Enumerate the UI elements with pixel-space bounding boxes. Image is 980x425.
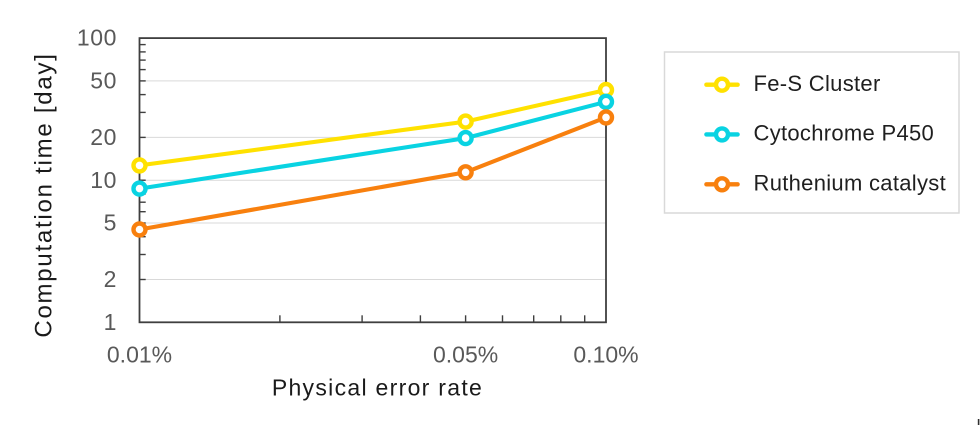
svg-text:10: 10	[90, 167, 117, 193]
svg-text:50: 50	[90, 68, 117, 94]
svg-text:5: 5	[104, 210, 117, 236]
svg-text:100: 100	[77, 25, 117, 51]
svg-text:0.01%: 0.01%	[107, 342, 172, 368]
svg-text:20: 20	[90, 124, 117, 150]
svg-text:Ruthenium catalyst: Ruthenium catalyst	[754, 171, 947, 196]
svg-text:0.10%: 0.10%	[573, 342, 638, 368]
svg-text:1: 1	[104, 309, 117, 335]
svg-text:Computation time [day]: Computation time [day]	[31, 52, 58, 337]
svg-text:2: 2	[104, 266, 117, 292]
svg-text:Cytochrome P450: Cytochrome P450	[754, 121, 935, 146]
svg-text:Fe-S Cluster: Fe-S Cluster	[754, 71, 881, 96]
svg-text:0.05%: 0.05%	[433, 342, 498, 368]
svg-text:Physical error rate: Physical error rate	[272, 375, 483, 401]
